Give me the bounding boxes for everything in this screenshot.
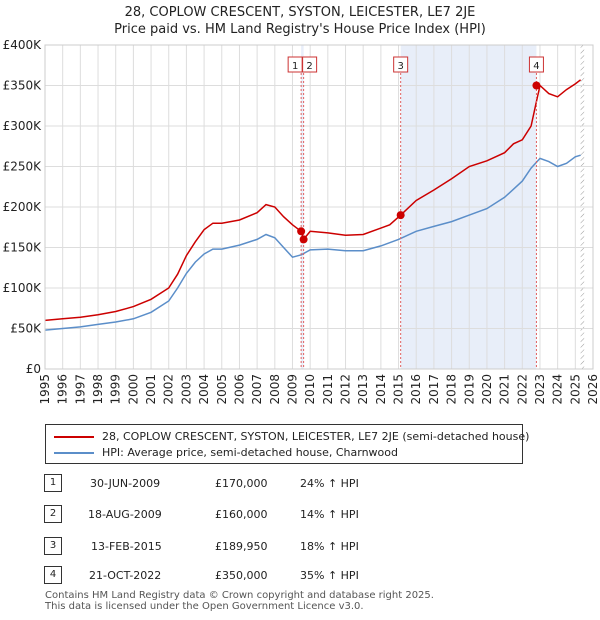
x-tick-label: 2005 <box>215 374 229 405</box>
sale-hpi-delta: 18% ↑ HPI <box>300 540 359 553</box>
legend-label-hpi: HPI: Average price, semi-detached house,… <box>102 446 398 459</box>
x-tick-label: 2012 <box>339 374 353 405</box>
x-tick-label: 2013 <box>356 374 370 405</box>
property-price-line <box>44 79 582 322</box>
x-tick-label: 1999 <box>109 374 123 405</box>
sale-price: £170,000 <box>215 477 268 490</box>
sale-label: 1 <box>292 61 298 72</box>
x-tick-label: 2006 <box>232 374 246 405</box>
y-tick-label: £400K <box>3 38 43 52</box>
table-row: 3 13-FEB-2015 £189,950 18% ↑ HPI <box>0 537 600 559</box>
x-tick-label: 2020 <box>480 374 494 405</box>
y-tick-label: £350K <box>3 79 43 93</box>
x-tick-label: 2017 <box>427 374 441 405</box>
sale-date: 18-AUG-2009 <box>88 508 162 521</box>
x-tick-label: 2018 <box>445 374 459 405</box>
y-tick-label: £100K <box>3 281 43 295</box>
sale-hpi-delta: 35% ↑ HPI <box>300 569 359 582</box>
x-tick-label: 2024 <box>551 374 565 405</box>
x-tick-label: 1998 <box>91 374 105 405</box>
x-tick-label: 2003 <box>179 374 193 405</box>
x-tick-label: 2022 <box>515 374 529 405</box>
sale-point <box>396 211 405 220</box>
sale-number: 2 <box>44 505 62 523</box>
x-tick-label: 1996 <box>56 374 70 405</box>
y-tick-label: £0 <box>26 362 41 376</box>
sale-hpi-delta: 14% ↑ HPI <box>300 508 359 521</box>
sale-price: £189,950 <box>215 540 268 553</box>
x-tick-label: 2025 <box>568 374 582 405</box>
plot-area <box>44 44 594 370</box>
sale-number: 4 <box>44 566 62 584</box>
sale-hpi-delta: 24% ↑ HPI <box>300 477 359 490</box>
x-tick-label: 2021 <box>498 374 512 405</box>
x-tick-label: 2000 <box>126 374 140 405</box>
legend-label-property: 28, COPLOW CRESCENT, SYSTON, LEICESTER, … <box>102 430 530 443</box>
x-tick-label: 1995 <box>38 374 52 405</box>
sale-point <box>297 227 306 236</box>
x-tick-label: 2023 <box>533 374 547 405</box>
sale-label-box <box>302 56 318 73</box>
y-tick-label: £300K <box>3 119 43 133</box>
sale-label-box <box>393 56 409 73</box>
sale-number: 3 <box>44 537 62 555</box>
sale-label: 2 <box>306 61 312 72</box>
sale-price: £350,000 <box>215 569 268 582</box>
legend: 28, COPLOW CRESCENT, SYSTON, LEICESTER, … <box>45 424 529 464</box>
x-tick-label: 2019 <box>462 374 476 405</box>
footer-copyright: Contains HM Land Registry data © Crown c… <box>45 590 434 601</box>
hpi-line <box>44 154 581 331</box>
sale-label: 3 <box>397 61 403 72</box>
x-tick-label: 2014 <box>374 374 388 405</box>
x-tick-label: 2009 <box>285 374 299 405</box>
sale-point <box>299 235 308 244</box>
sale-label: 4 <box>533 61 539 72</box>
x-tick-label: 2010 <box>303 374 317 405</box>
y-tick-label: £200K <box>3 200 43 214</box>
chart-subtitle: Price paid vs. HM Land Registry's House … <box>114 22 486 37</box>
x-tick-label: 2007 <box>250 374 264 405</box>
table-row: 4 21-OCT-2022 £350,000 35% ↑ HPI <box>0 566 600 588</box>
sale-number: 1 <box>44 474 62 492</box>
x-tick-label: 2011 <box>321 374 335 405</box>
y-tick-label: £250K <box>3 160 43 174</box>
sale-date: 21-OCT-2022 <box>89 569 162 582</box>
table-row: 2 18-AUG-2009 £160,000 14% ↑ HPI <box>0 505 600 527</box>
x-tick-label: 2026 <box>586 374 600 405</box>
chart-title: 28, COPLOW CRESCENT, SYSTON, LEICESTER, … <box>124 5 476 20</box>
sale-label-box <box>528 56 544 73</box>
x-tick-label: 2004 <box>197 374 211 405</box>
x-tick-label: 2001 <box>144 374 158 405</box>
footer-licence: This data is licensed under the Open Gov… <box>45 601 364 612</box>
legend-swatch-hpi <box>54 452 94 454</box>
x-tick-label: 2016 <box>409 374 423 405</box>
sale-point <box>532 81 541 90</box>
x-tick-label: 1997 <box>73 374 87 405</box>
x-tick-label: 2015 <box>392 374 406 405</box>
sale-price: £160,000 <box>215 508 268 521</box>
sale-date: 30-JUN-2009 <box>90 477 161 490</box>
table-row: 1 30-JUN-2009 £170,000 24% ↑ HPI <box>0 474 600 496</box>
sale-date: 13-FEB-2015 <box>91 540 162 553</box>
legend-swatch-property <box>54 436 94 438</box>
y-tick-label: £150K <box>3 241 43 255</box>
y-tick-label: £50K <box>10 322 42 336</box>
x-tick-label: 2008 <box>268 374 282 405</box>
x-tick-label: 2002 <box>162 374 176 405</box>
